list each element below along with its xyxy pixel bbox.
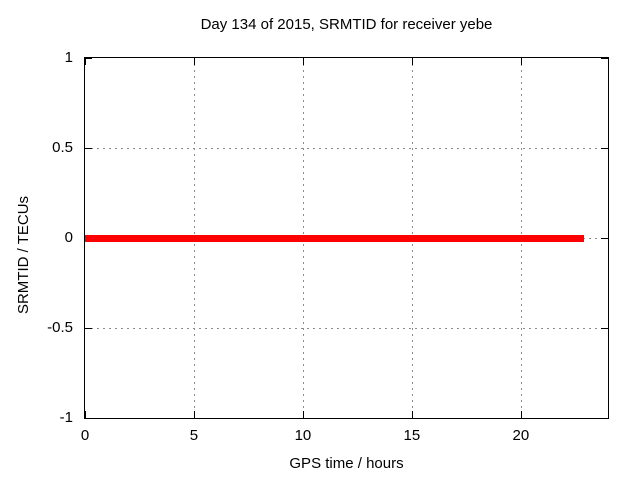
- y-tick-mark-left: [85, 58, 92, 59]
- x-tick-mark-top: [411, 58, 413, 65]
- x-tick-label: 5: [189, 427, 199, 444]
- y-tick-mark-right: [601, 328, 608, 329]
- chart-title: Day 134 of 2015, SRMTID for receiver yeb…: [200, 16, 493, 33]
- x-tick-mark-bottom: [302, 411, 304, 418]
- y-tick-mark-left: [85, 328, 92, 329]
- y-gridline: [85, 328, 608, 329]
- y-tick-mark-left: [85, 418, 92, 419]
- x-tick-label: 10: [294, 427, 312, 444]
- y-tick-mark-left: [85, 148, 92, 149]
- x-tick-mark-bottom: [411, 411, 413, 418]
- y-axis-label: SRMTID / TECUs: [15, 195, 32, 315]
- x-tick-mark-bottom: [85, 411, 86, 418]
- y-tick-mark-right: [601, 58, 608, 59]
- plot-area: [84, 57, 609, 419]
- y-tick-mark-right: [601, 148, 608, 149]
- y-tick-label: 0: [64, 229, 73, 246]
- x-tick-mark-top: [302, 58, 304, 65]
- y-gridline: [85, 148, 608, 149]
- y-tick-mark-right: [601, 238, 608, 239]
- x-tick-label: 20: [512, 427, 530, 444]
- x-tick-mark-top: [520, 58, 522, 65]
- x-tick-mark-top: [193, 58, 195, 65]
- y-tick-mark-right: [601, 418, 608, 419]
- x-tick-mark-top: [85, 58, 86, 65]
- y-tick-label: 0.5: [52, 139, 73, 156]
- x-tick-mark-bottom: [193, 411, 195, 418]
- x-tick-label: 15: [403, 427, 421, 444]
- x-tick-label: 0: [80, 427, 90, 444]
- x-axis-label: GPS time / hours: [289, 455, 404, 472]
- x-tick-mark-bottom: [520, 411, 522, 418]
- y-tick-label: -1: [59, 409, 73, 426]
- y-tick-label: 1: [64, 49, 73, 66]
- series-line-srmtid: [85, 234, 585, 242]
- y-tick-label: -0.5: [47, 319, 73, 336]
